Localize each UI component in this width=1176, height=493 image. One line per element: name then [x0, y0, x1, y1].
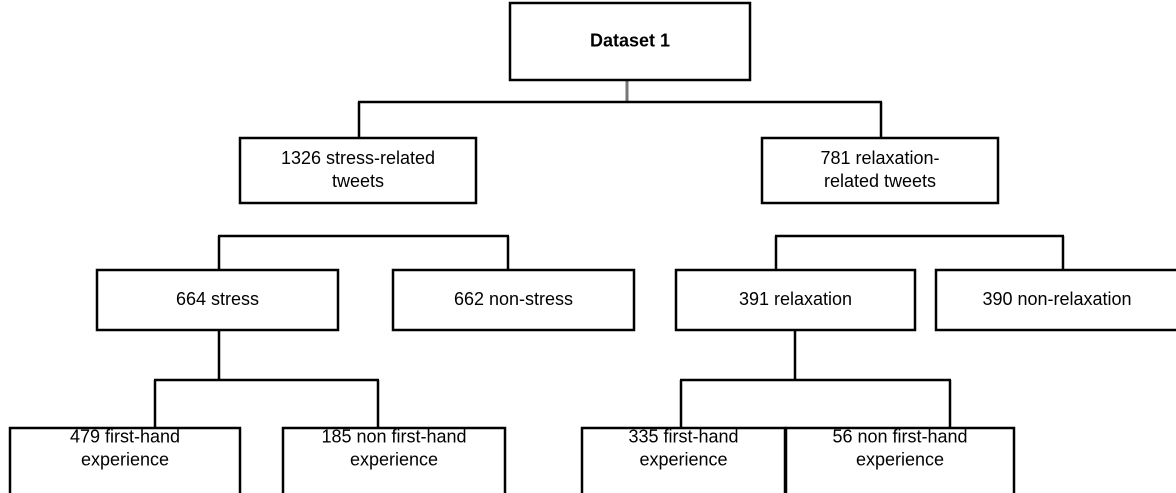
node-label: 335 first-hand: [628, 426, 738, 446]
node: 185 non first-hand experience: [281, 426, 507, 493]
node-box: [934, 268, 1176, 332]
node-label: experience: [81, 449, 169, 469]
node: 664 stress: [95, 268, 340, 332]
node-label: 390 non-relaxation: [982, 289, 1131, 309]
node-box: [508, 1, 752, 82]
node-label: Dataset 1: [590, 30, 670, 50]
node-box: [674, 268, 917, 332]
node: 781 relaxation-related tweets: [760, 136, 1000, 205]
node-box: [760, 136, 1000, 205]
node-label: 662 non-stress: [454, 289, 573, 309]
node-box: [784, 426, 1016, 493]
node-label: 391 relaxation: [739, 289, 852, 309]
node-box: [95, 268, 340, 332]
node: Dataset 1: [508, 1, 752, 82]
node-label: 1326 stress-related: [281, 148, 435, 168]
node-box: [580, 426, 787, 493]
node-label: tweets: [332, 171, 384, 191]
node: 390 non-relaxation: [934, 268, 1176, 332]
node: 391 relaxation: [674, 268, 917, 332]
node-box: [238, 136, 478, 205]
node: 1326 stress-related tweets: [238, 136, 478, 205]
node-label: 56 non first-hand: [832, 426, 967, 446]
node-label: 664 stress: [176, 289, 259, 309]
node-box: [281, 426, 507, 493]
node-box: [391, 268, 636, 332]
node-label: experience: [856, 449, 944, 469]
node-label: related tweets: [824, 171, 936, 191]
node: 479 first-hand experience: [8, 426, 242, 493]
node-box: [8, 426, 242, 493]
node-label: 185 non first-hand: [321, 426, 466, 446]
node-label: experience: [350, 449, 438, 469]
connectors: [153, 80, 1065, 428]
node: 335 first-hand experience: [580, 426, 787, 493]
node-label: 479 first-hand: [70, 426, 180, 446]
node: 56 non first-hand experience: [784, 426, 1016, 493]
node: 662 non-stress: [391, 268, 636, 332]
node-label: 781 relaxation-: [820, 148, 939, 168]
node-label: experience: [639, 449, 727, 469]
